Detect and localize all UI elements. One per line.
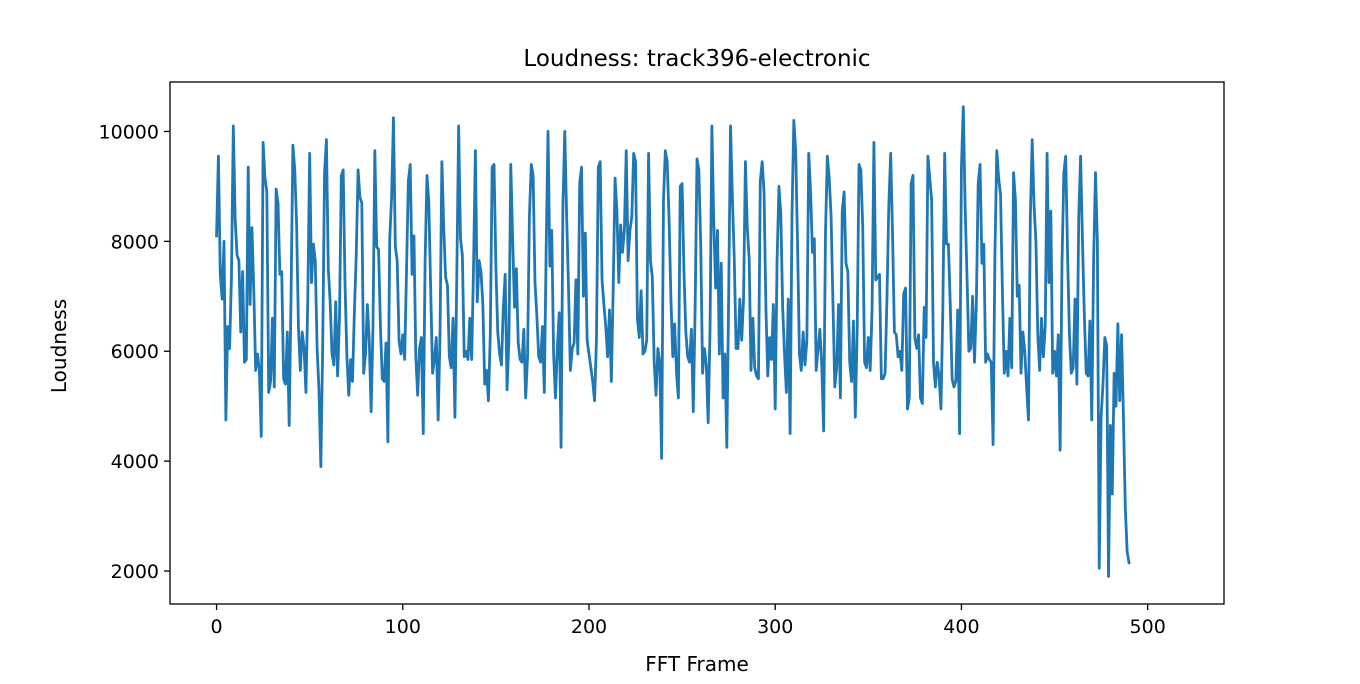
x-tick-label: 100 [385, 616, 421, 638]
x-tick-label: 0 [211, 616, 223, 638]
y-tick-label: 4000 [111, 451, 159, 473]
y-axis-label: Loudness [47, 299, 71, 393]
x-axis: 0 100 200 300 400 500 [211, 604, 1166, 638]
y-tick-label: 2000 [111, 561, 159, 583]
x-tick-label: 300 [757, 616, 793, 638]
y-tick-label: 6000 [111, 341, 159, 363]
x-axis-label: FFT Frame [645, 652, 749, 676]
series-line-0 [215, 105, 1131, 578]
x-tick-label: 400 [943, 616, 979, 638]
plot-frame [169, 81, 1225, 605]
y-tick-label: 8000 [111, 231, 159, 253]
plot-series [215, 105, 1131, 578]
chart-title: Loudness: track396-electronic [523, 46, 870, 72]
x-tick-label: 200 [571, 616, 607, 638]
y-tick-label: 10000 [99, 121, 159, 143]
x-tick-label: 500 [1130, 616, 1166, 638]
y-axis: 2000 4000 6000 8000 10000 [99, 121, 170, 583]
